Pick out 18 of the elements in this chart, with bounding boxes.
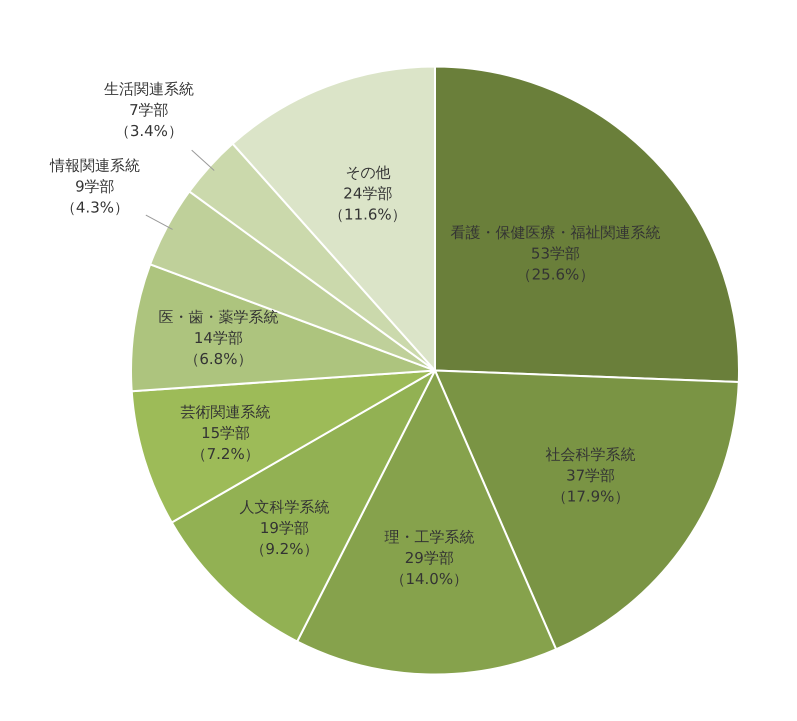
slice-label: その他 <box>345 163 390 182</box>
data-label: 9学部（4.3%） <box>60 178 129 217</box>
data-label: 29学部（14.0%） <box>390 548 468 588</box>
data-label: 37学部（17.9%） <box>552 466 630 506</box>
slice-label: 芸術関連系統 <box>180 403 271 422</box>
slice-label: 看護・保健医療・福祉関連系統 <box>450 223 660 242</box>
slice-label: 情報関連系統 <box>48 156 140 175</box>
data-label: 14学部（6.8%） <box>184 328 252 368</box>
slice-label: 社会科学系統 <box>546 446 636 464</box>
slice-label: 人文科学系統 <box>239 498 330 516</box>
data-label: 24学部（11.6%） <box>329 184 407 224</box>
data-label: 15学部（7.2%） <box>192 424 260 464</box>
data-label: 7学部（3.4%） <box>114 101 183 140</box>
slice-label: 生活関連系統 <box>104 80 194 98</box>
slice-label: 理・工学系統 <box>384 528 474 546</box>
data-label: 19学部（9.2%） <box>250 519 318 558</box>
slice-label: 医・歯・薬学系統 <box>158 308 278 326</box>
data-label: 53学部（25.6%） <box>516 244 594 284</box>
